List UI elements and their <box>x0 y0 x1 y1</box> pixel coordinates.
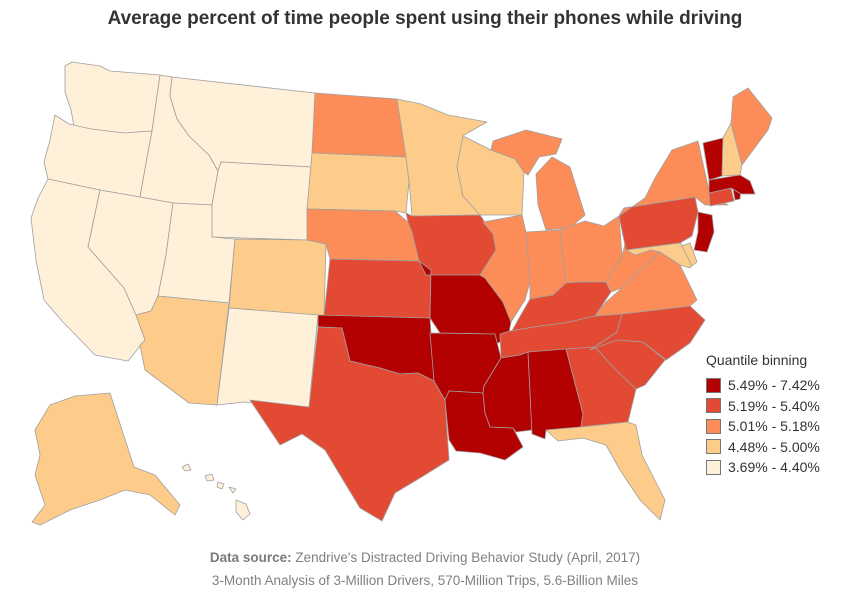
state-tx <box>249 326 450 522</box>
state-nm <box>216 307 319 408</box>
state-ms <box>482 351 533 433</box>
legend-swatch <box>706 398 721 414</box>
legend-item: 4.48% - 5.00% <box>706 437 846 458</box>
state-fl <box>545 421 666 521</box>
state-ks <box>323 258 432 319</box>
analysis-summary: 3-Month Analysis of 3-Million Drivers, 5… <box>211 573 639 588</box>
data-source-label: Data source: <box>209 550 292 565</box>
state-sd <box>306 152 410 214</box>
state-il <box>479 214 531 323</box>
legend-label: 3.69% - 4.40% <box>728 459 820 476</box>
legend-item: 3.69% - 4.40% <box>706 457 846 478</box>
legend-label: 5.19% - 5.40% <box>728 397 820 414</box>
legend-swatch <box>706 439 721 455</box>
state-ak <box>31 392 181 526</box>
map-title: Average percent of time people spent usi… <box>107 8 743 29</box>
state-me <box>730 87 773 166</box>
legend-label: 4.48% - 5.00% <box>728 438 820 455</box>
data-source-text: Zendrive's Distracted Driving Behavior S… <box>295 550 641 565</box>
state-de <box>681 242 698 267</box>
legend-swatch <box>706 377 721 393</box>
state-wy <box>211 161 313 241</box>
state-az <box>135 295 230 406</box>
state-mi <box>490 129 586 231</box>
state-co <box>228 238 327 317</box>
legend-title: Quantile binning <box>706 352 808 368</box>
legend-item: 5.19% - 5.40% <box>706 396 846 417</box>
legend: Quantile binning 5.49% - 7.42% 5.19% - 5… <box>706 352 846 478</box>
state-hi <box>181 463 251 521</box>
state-wa <box>64 61 161 134</box>
legend-item: 5.49% - 7.42% <box>706 375 846 396</box>
legend-label: 5.01% - 5.18% <box>728 418 820 435</box>
data-source-line: Data source: Zendrive's Distracted Drivi… <box>0 550 850 565</box>
state-nh <box>721 122 743 177</box>
state-la <box>444 390 524 461</box>
legend-item: 5.01% - 5.18% <box>706 416 846 437</box>
state-nj <box>693 211 715 253</box>
state-nd <box>311 92 407 158</box>
state-pa <box>618 196 699 251</box>
state-ma <box>708 174 756 195</box>
legend-swatch <box>706 459 721 475</box>
legend-swatch <box>706 418 721 434</box>
legend-label: 5.49% - 7.42% <box>728 377 820 394</box>
state-vt <box>702 137 724 181</box>
